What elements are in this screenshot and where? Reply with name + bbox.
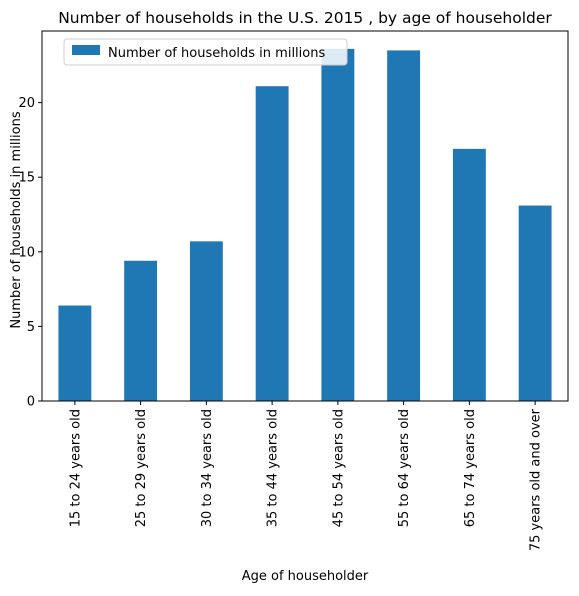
bar-6 <box>387 50 421 402</box>
legend-frame <box>63 38 348 66</box>
bar-5 <box>321 48 355 402</box>
x-tick-label-7: 75 years old and over <box>529 408 544 551</box>
x-tick-label-6: 65 to 74 years old <box>463 409 478 527</box>
bar-2 <box>124 260 158 401</box>
y-tick-label-1: 5 <box>27 320 35 335</box>
y-tick-label-4: 20 <box>18 96 35 111</box>
y-tick-label-2: 10 <box>18 245 35 260</box>
x-tick-label-0: 15 to 24 years old <box>68 409 83 527</box>
bar-1 <box>58 305 92 401</box>
bar-8 <box>518 205 552 401</box>
legend: Number of households in millions <box>63 38 348 66</box>
x-tick-label-1: 25 to 29 years old <box>134 409 149 527</box>
bar-4 <box>255 86 289 401</box>
x-tick-label-5: 55 to 64 years old <box>397 409 412 527</box>
legend-swatch <box>72 45 100 55</box>
bar-3 <box>189 241 223 401</box>
chart-title: Number of households in the U.S. 2015 , … <box>58 9 552 27</box>
x-tick-label-2: 30 to 34 years old <box>200 409 215 527</box>
y-axis-label: Number of households in millions <box>9 111 24 328</box>
legend-label: Number of households in millions <box>108 46 325 61</box>
bar-7 <box>452 148 486 401</box>
y-tick-label-3: 15 <box>18 171 35 186</box>
x-tick-label-3: 35 to 44 years old <box>266 409 281 527</box>
x-axis-label: Age of householder <box>242 569 369 584</box>
y-tick-label-0: 0 <box>27 395 35 410</box>
plot-frame <box>41 30 569 402</box>
x-tick-label-4: 45 to 54 years old <box>331 409 346 527</box>
